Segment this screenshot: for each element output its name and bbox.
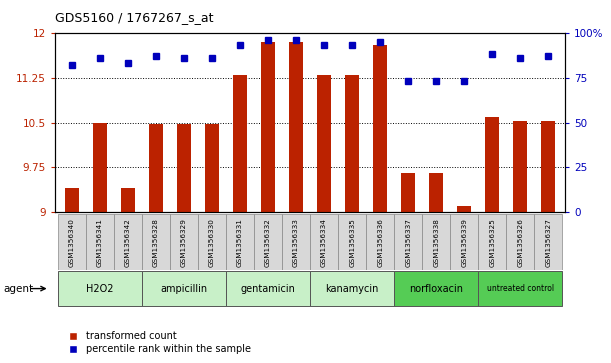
- Text: GSM1356327: GSM1356327: [546, 218, 551, 267]
- Text: gentamicin: gentamicin: [241, 284, 296, 294]
- Text: GSM1356332: GSM1356332: [265, 218, 271, 267]
- Bar: [226, 214, 254, 270]
- Bar: [233, 75, 247, 212]
- Bar: [345, 75, 359, 212]
- Text: GSM1356335: GSM1356335: [349, 218, 355, 267]
- Bar: [541, 121, 555, 212]
- Bar: [170, 214, 198, 270]
- Bar: [478, 214, 507, 270]
- Text: GSM1356333: GSM1356333: [293, 218, 299, 267]
- Text: GSM1356341: GSM1356341: [97, 218, 103, 267]
- Bar: [513, 121, 527, 212]
- Bar: [142, 271, 226, 306]
- Bar: [478, 271, 562, 306]
- Bar: [310, 214, 338, 270]
- Bar: [422, 214, 450, 270]
- Bar: [373, 45, 387, 212]
- Bar: [401, 174, 415, 212]
- Bar: [261, 42, 275, 212]
- Text: GSM1356328: GSM1356328: [153, 218, 159, 267]
- Text: GSM1356339: GSM1356339: [461, 218, 467, 267]
- Bar: [205, 124, 219, 212]
- Bar: [485, 117, 499, 212]
- Bar: [254, 214, 282, 270]
- Text: GDS5160 / 1767267_s_at: GDS5160 / 1767267_s_at: [55, 11, 213, 24]
- Bar: [394, 271, 478, 306]
- Bar: [149, 124, 163, 212]
- Bar: [114, 214, 142, 270]
- Bar: [86, 214, 114, 270]
- Bar: [93, 123, 107, 212]
- Text: GSM1356337: GSM1356337: [405, 218, 411, 267]
- Text: GSM1356336: GSM1356336: [377, 218, 383, 267]
- Bar: [58, 271, 142, 306]
- Bar: [310, 271, 394, 306]
- Bar: [429, 174, 443, 212]
- Text: norfloxacin: norfloxacin: [409, 284, 463, 294]
- Text: GSM1356340: GSM1356340: [69, 218, 75, 267]
- Text: GSM1356334: GSM1356334: [321, 218, 327, 267]
- Text: ampicillin: ampicillin: [160, 284, 208, 294]
- Bar: [317, 75, 331, 212]
- Bar: [366, 214, 394, 270]
- Text: GSM1356342: GSM1356342: [125, 218, 131, 267]
- Bar: [535, 214, 562, 270]
- Bar: [338, 214, 366, 270]
- Bar: [507, 214, 535, 270]
- Bar: [121, 188, 135, 212]
- Bar: [289, 42, 303, 212]
- Bar: [450, 214, 478, 270]
- Text: agent: agent: [3, 284, 33, 294]
- Bar: [65, 188, 79, 212]
- Text: GSM1356330: GSM1356330: [209, 218, 215, 267]
- Bar: [58, 214, 86, 270]
- Text: GSM1356338: GSM1356338: [433, 218, 439, 267]
- Legend: transformed count, percentile rank within the sample: transformed count, percentile rank withi…: [60, 327, 255, 358]
- Text: H2O2: H2O2: [86, 284, 114, 294]
- Bar: [282, 214, 310, 270]
- Bar: [142, 214, 170, 270]
- Text: kanamycin: kanamycin: [326, 284, 379, 294]
- Bar: [198, 214, 226, 270]
- Text: GSM1356326: GSM1356326: [518, 218, 524, 267]
- Text: GSM1356331: GSM1356331: [237, 218, 243, 267]
- Bar: [394, 214, 422, 270]
- Text: untreated control: untreated control: [487, 284, 554, 293]
- Text: GSM1356325: GSM1356325: [489, 218, 496, 267]
- Bar: [177, 124, 191, 212]
- Bar: [226, 271, 310, 306]
- Text: GSM1356329: GSM1356329: [181, 218, 187, 267]
- Bar: [457, 207, 471, 212]
